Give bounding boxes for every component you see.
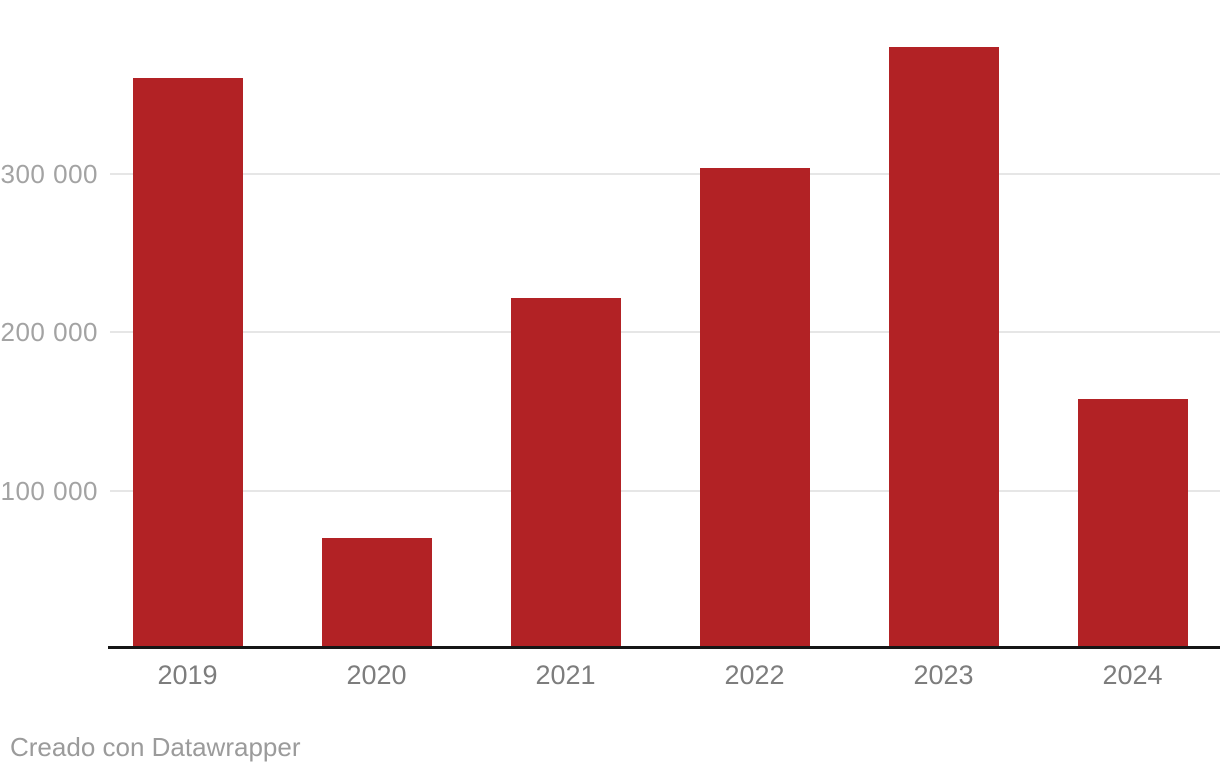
x-axis-label-2021: 2021	[535, 660, 596, 690]
x-axis-line	[108, 646, 1220, 649]
x-axis-label-2022: 2022	[724, 660, 785, 690]
gridline-300000	[110, 173, 1220, 176]
attribution-text: Creado con Datawrapper	[10, 732, 301, 762]
y-axis-tick-label-300000: 300 000	[0, 159, 98, 190]
bar-2022[interactable]	[699, 167, 810, 649]
bar-2019[interactable]	[132, 77, 243, 649]
y-axis-tick-label-200000: 200 000	[0, 317, 98, 348]
bar-2024[interactable]	[1077, 398, 1188, 649]
x-axis-label-2023: 2023	[913, 660, 974, 690]
bar-2020[interactable]	[321, 538, 432, 649]
bar-2023[interactable]	[888, 47, 999, 649]
y-axis-tick-label-100000: 100 000	[0, 475, 98, 506]
x-axis-label-2019: 2019	[157, 660, 218, 690]
gridline-100000	[110, 489, 1220, 492]
bar-2021[interactable]	[510, 297, 621, 649]
x-axis-label-2024: 2024	[1102, 660, 1163, 690]
x-axis-label-2020: 2020	[346, 660, 407, 690]
plot-area: 100 000 200 000 300 000 2019 2020 2021 2022 202…	[0, 47, 1220, 690]
gridline-200000	[110, 331, 1220, 334]
